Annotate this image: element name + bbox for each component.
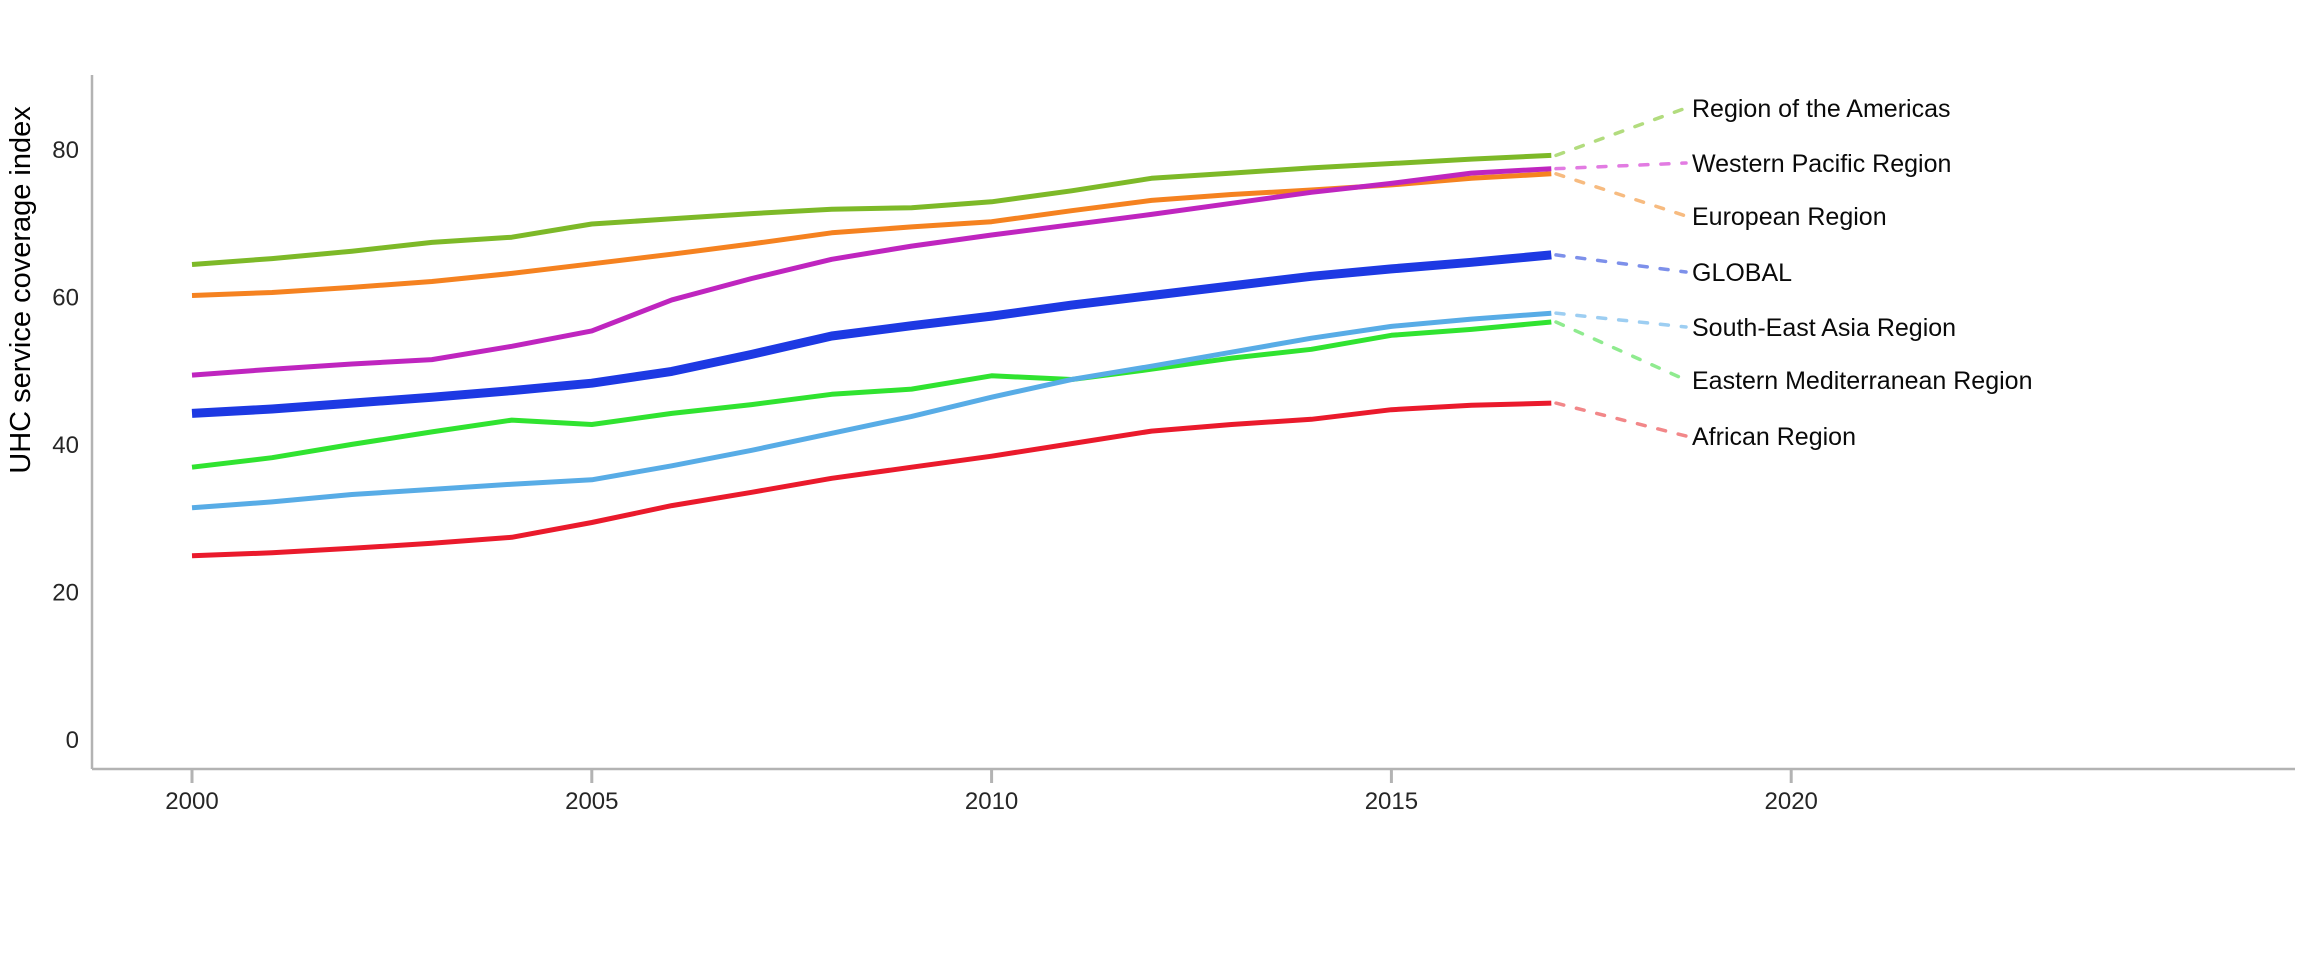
series-line-african-region [191, 400, 1552, 559]
x-tick-label-2015: 2015 [1365, 788, 1418, 815]
legend-label-european-region: European Region [1692, 203, 1887, 231]
series-line-western-pacific-region [191, 166, 1552, 378]
y-tick-label-20: 20 [52, 580, 79, 607]
series-line-global [191, 250, 1552, 418]
legend-leader-western-pacific-region [1554, 161, 1688, 171]
legend-leader-global [1554, 253, 1688, 274]
x-tick-label-2010: 2010 [965, 788, 1018, 815]
series-line-eastern-mediterranean-region [191, 319, 1552, 470]
series-line-region-of-the-americas [191, 152, 1552, 267]
y-tick-label-60: 60 [52, 285, 79, 312]
legend-label-western-pacific-region: Western Pacific Region [1692, 150, 1951, 178]
legend-leader-african-region [1554, 401, 1688, 438]
legend-label-south-east-asia-region: South-East Asia Region [1692, 314, 1956, 342]
x-tick-label-2005: 2005 [565, 788, 618, 815]
x-tick-label-2020: 2020 [1765, 788, 1818, 815]
legend-label-global: GLOBAL [1692, 259, 1792, 287]
series-line-south-east-asia-region [191, 310, 1552, 511]
legend-leader-eastern-mediterranean-region [1554, 320, 1688, 382]
legend-leader-region-of-the-americas [1554, 106, 1688, 158]
legend-leader-south-east-asia-region [1554, 311, 1688, 329]
legend-label-eastern-mediterranean-region: Eastern Mediterranean Region [1692, 367, 2032, 395]
legend-label-african-region: African Region [1692, 423, 1856, 451]
legend-leader-european-region [1554, 172, 1688, 218]
y-tick-label-80: 80 [52, 137, 79, 164]
x-tick-label-2000: 2000 [165, 788, 218, 815]
y-axis-title: UHC service coverage index [5, 106, 37, 474]
y-tick-label-40: 40 [52, 432, 79, 459]
y-tick-label-0: 0 [66, 727, 79, 754]
legend-label-region-of-the-americas: Region of the Americas [1692, 95, 1950, 123]
